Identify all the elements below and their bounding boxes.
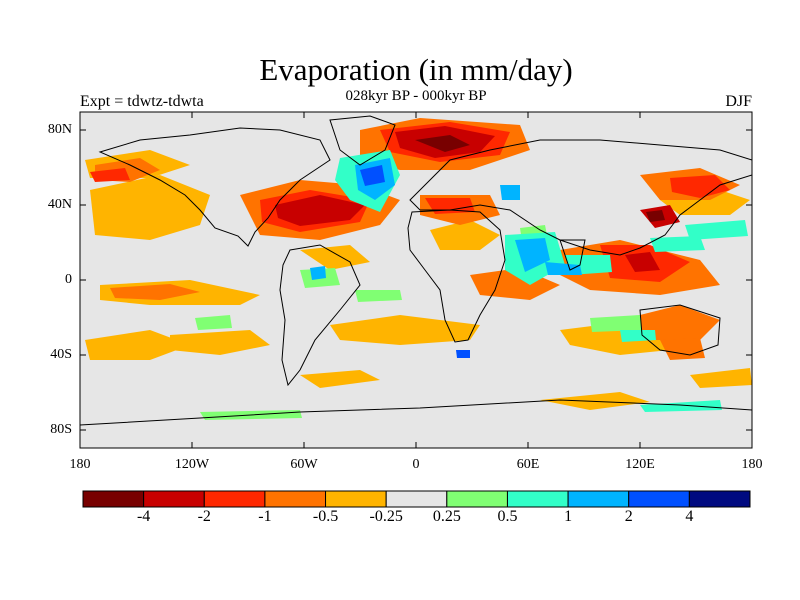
colorbar-box: [143, 490, 205, 508]
lat-label-40s: 40S: [50, 347, 72, 362]
colorbar-box: [567, 490, 630, 508]
experiment-label: Expt = tdwtz-tdwta: [80, 93, 204, 110]
colorbar-label: 4: [685, 508, 694, 525]
coastlines: [80, 115, 752, 426]
colorbar-box: [264, 490, 327, 508]
colorbar-box: [688, 490, 751, 508]
lon-label-60e: 60E: [516, 457, 540, 472]
colorbar-box: [203, 490, 266, 508]
colorbar-box: [325, 490, 387, 508]
lon-label-120e: 120E: [625, 457, 655, 472]
colorbar-label: -4: [136, 508, 151, 525]
lat-label-80n: 80N: [47, 122, 72, 137]
colorbar-label: 2: [624, 508, 633, 525]
colorbar-label: 1: [564, 508, 573, 525]
lat-label-equator: 0: [65, 272, 72, 287]
positive-anomaly-light: [195, 225, 642, 420]
colorbar-box: [385, 490, 448, 508]
map-subtitle: 028kyr BP - 000kyr BP: [345, 88, 487, 104]
colorbar-label: -2: [197, 508, 211, 525]
colorbar-label: 0.25: [432, 508, 461, 525]
colorbar-box: [82, 490, 145, 508]
axis-ticks: [79, 112, 753, 448]
lon-label-60w: 60W: [290, 457, 318, 472]
map-title: Evaporation (in mm/day): [259, 52, 573, 87]
lat-label-40n: 40N: [47, 197, 72, 212]
colorbar-label: -1: [258, 508, 272, 525]
colorbar-box: [446, 490, 508, 508]
lon-label-120w: 120W: [174, 457, 210, 472]
season-label: DJF: [725, 93, 752, 110]
lat-label-80s: 80S: [50, 422, 72, 437]
colorbar-label: -0.5: [312, 508, 339, 525]
lon-label-180-west: 180: [69, 457, 91, 472]
positive-anomaly-very-strong: [360, 165, 470, 358]
colorbar: [82, 490, 751, 508]
colorbar-box: [506, 490, 569, 508]
lon-label-180-east: 180: [741, 457, 763, 472]
colorbar-label: -0.25: [369, 508, 403, 525]
colorbar-label: 0.5: [497, 508, 518, 525]
lon-label-0: 0: [412, 457, 420, 472]
negative-anomaly-extreme: [415, 135, 665, 222]
colorbar-box: [628, 490, 690, 508]
